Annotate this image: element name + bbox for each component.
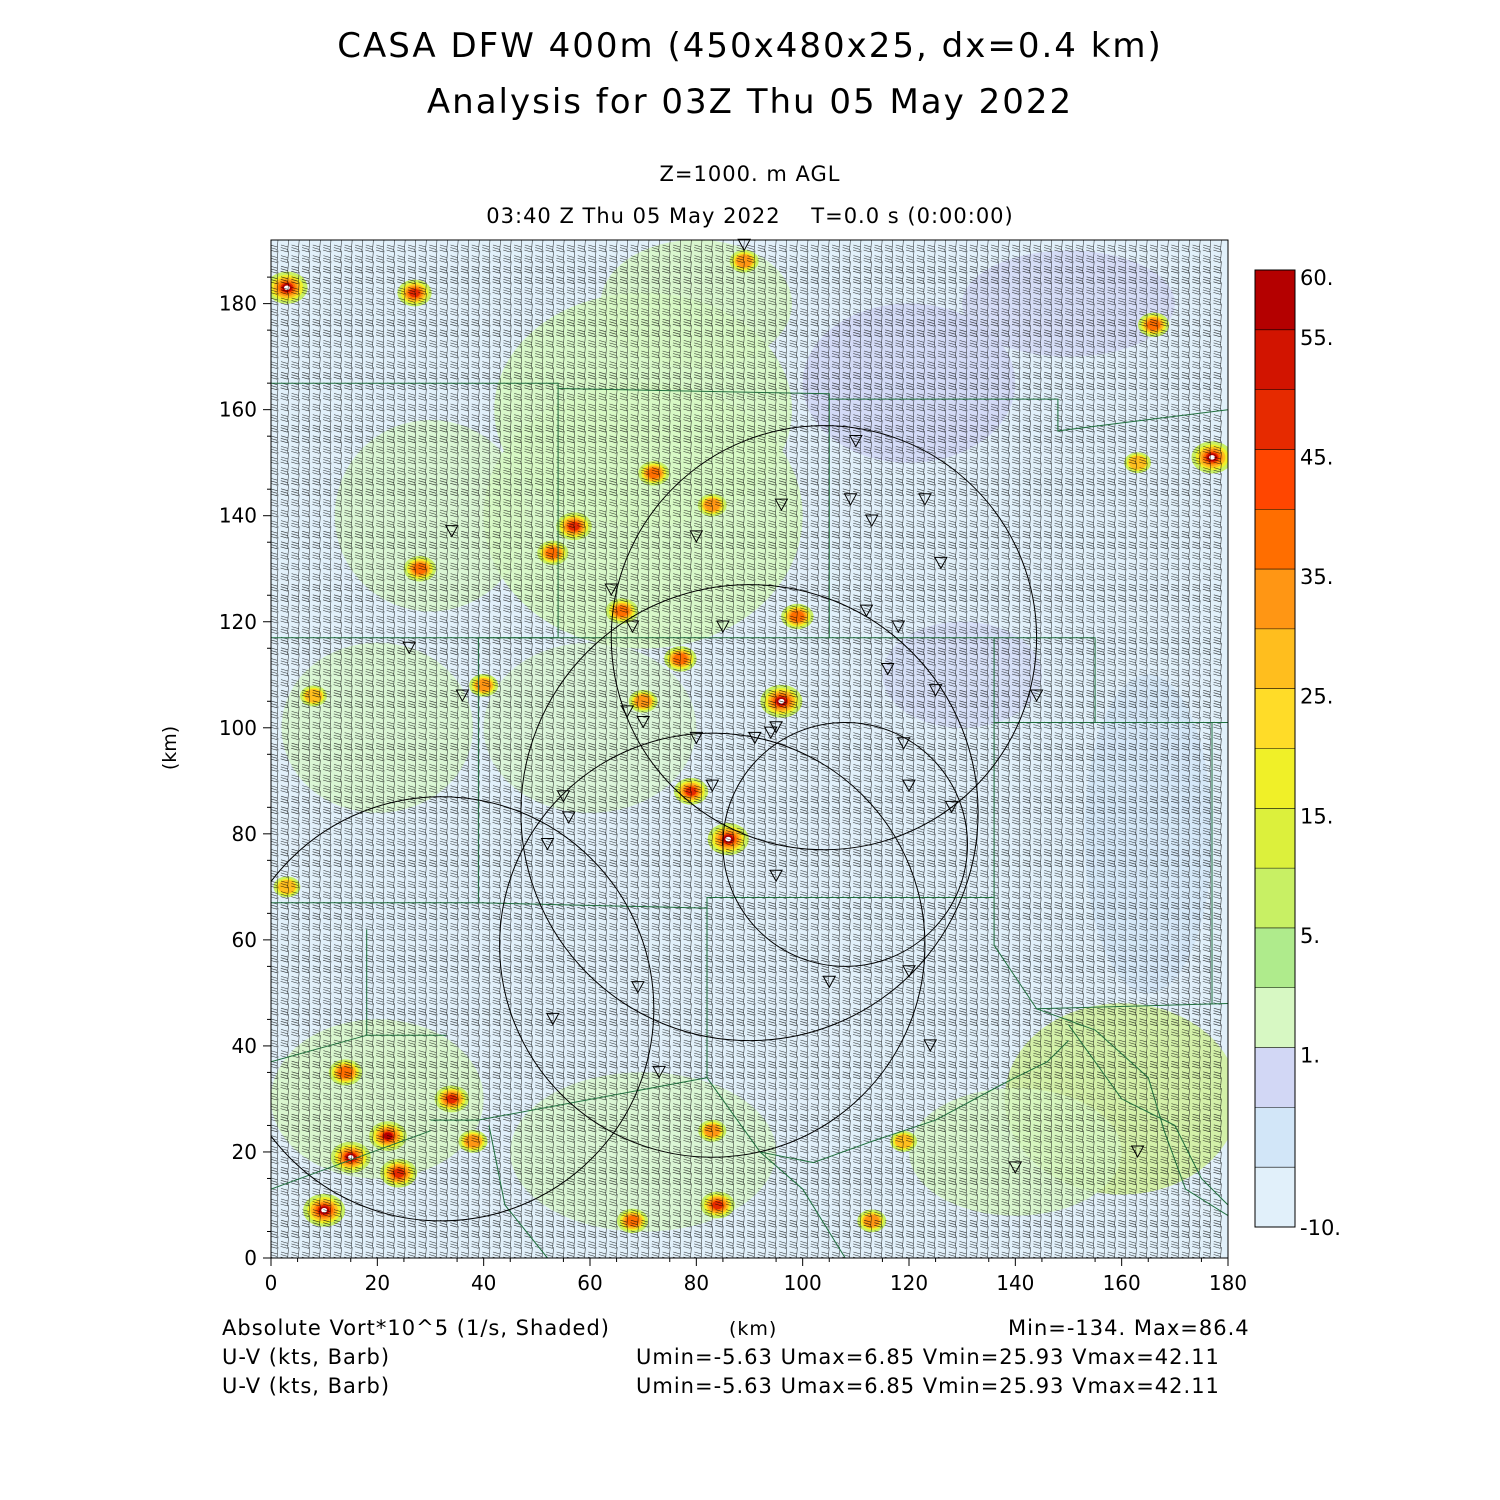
y-tick-label: 160 [219, 398, 257, 422]
background-patch [962, 250, 1175, 357]
y-tick-label: 20 [232, 1140, 257, 1164]
field-range: Min=-134. Max=86.4 [1008, 1316, 1250, 1340]
colorbar-swatch [1255, 1167, 1295, 1228]
colorbar-swatch [1255, 748, 1295, 809]
colorbar-swatch [1255, 628, 1295, 690]
y-tick-label: 40 [232, 1034, 257, 1058]
colorbar-label: 15. [1300, 804, 1333, 828]
vorticity-max [790, 611, 805, 622]
x-tick-label: 120 [890, 1271, 928, 1295]
colorbar-swatch [1255, 569, 1295, 630]
background-patch [510, 1072, 777, 1232]
chart-title-line2: Analysis for 03Z Thu 05 May 2022 [426, 82, 1074, 122]
vorticity-max [413, 563, 427, 575]
colorbar-swatch [1255, 688, 1295, 749]
colorbar-label: 5. [1300, 924, 1320, 948]
colorbar-swatch [1255, 808, 1295, 869]
y-tick-label: 60 [232, 928, 257, 952]
vorticity-max [321, 1207, 328, 1213]
colorbar-swatch [1255, 449, 1295, 510]
colorbar-label: -10. [1300, 1216, 1341, 1240]
vector-stats-1: Umin=-5.63 Umax=6.85 Vmin=25.93 Vmax=42.… [636, 1345, 1220, 1369]
colorbar-swatch [1255, 987, 1295, 1049]
colorbar-label: 60. [1300, 266, 1333, 290]
level-label: Z=1000. m AGL [659, 162, 841, 186]
vorticity-max [1128, 455, 1147, 470]
x-axis-title: (km) [729, 1318, 778, 1340]
colorbar-swatch [1255, 1107, 1295, 1168]
colorbar-swatch [1255, 927, 1295, 989]
vorticity-max [1147, 319, 1161, 330]
vorticity-max [338, 1066, 353, 1078]
vorticity-max [347, 1155, 354, 1160]
y-tick-label: 140 [219, 504, 257, 528]
x-tick-label: 140 [996, 1271, 1034, 1295]
x-tick-label: 60 [577, 1271, 602, 1295]
colorbar-label: 55. [1300, 326, 1333, 350]
colorbar: 60. 55. 45. 35. 25. 15. 5. 1. -10. [1254, 266, 1341, 1240]
y-tick-label: 180 [219, 292, 257, 316]
background-patch [271, 1019, 484, 1179]
colorbar-label: 1. [1300, 1044, 1320, 1068]
field-name: Absolute Vort*10^5 (1/s, Shaded) [222, 1316, 610, 1340]
chart-title-line1: CASA DFW 400m (450x480x25, dx=0.4 km) [337, 26, 1163, 66]
colorbar-label: 35. [1300, 565, 1333, 589]
colorbar-swatch [1255, 270, 1295, 331]
x-tick-label: 40 [471, 1271, 496, 1295]
x-tick-label: 80 [684, 1271, 709, 1295]
background-patch [281, 642, 474, 813]
x-tick-label: 0 [265, 1271, 278, 1295]
vorticity-max [546, 547, 560, 558]
colorbar-swatch [1255, 509, 1295, 570]
vector-stats-2: Umin=-5.63 Umax=6.85 Vmin=25.93 Vmax=42.… [636, 1374, 1220, 1398]
colorbar-label: 25. [1300, 685, 1333, 709]
y-axis-title: (km) [159, 726, 181, 770]
colorbar-swatch [1255, 329, 1295, 391]
y-tick-label: 120 [219, 610, 257, 634]
x-tick-label: 180 [1209, 1271, 1247, 1295]
x-tick-label: 100 [784, 1271, 822, 1295]
colorbar-label: 45. [1300, 445, 1333, 469]
colorbar-swatch [1255, 868, 1295, 929]
vector-field-2: U-V (kts, Barb) [222, 1374, 391, 1398]
x-tick-label: 160 [1103, 1271, 1141, 1295]
vorticity-max [383, 1132, 393, 1140]
time-label: 03:40 Z Thu 05 May 2022 T=0.0 s (0:00:00… [486, 204, 1014, 228]
vorticity-max [278, 880, 296, 894]
x-tick-label: 20 [365, 1271, 390, 1295]
y-tick-label: 80 [232, 822, 257, 846]
vector-field-1: U-V (kts, Barb) [222, 1345, 391, 1369]
colorbar-swatch [1255, 389, 1295, 450]
y-tick-label: 100 [219, 716, 257, 740]
vorticity-max [465, 1135, 481, 1148]
y-tick-label: 0 [244, 1246, 257, 1270]
background-patch [802, 303, 1016, 463]
background-patch [1084, 674, 1213, 994]
colorbar-swatch [1255, 1047, 1295, 1108]
